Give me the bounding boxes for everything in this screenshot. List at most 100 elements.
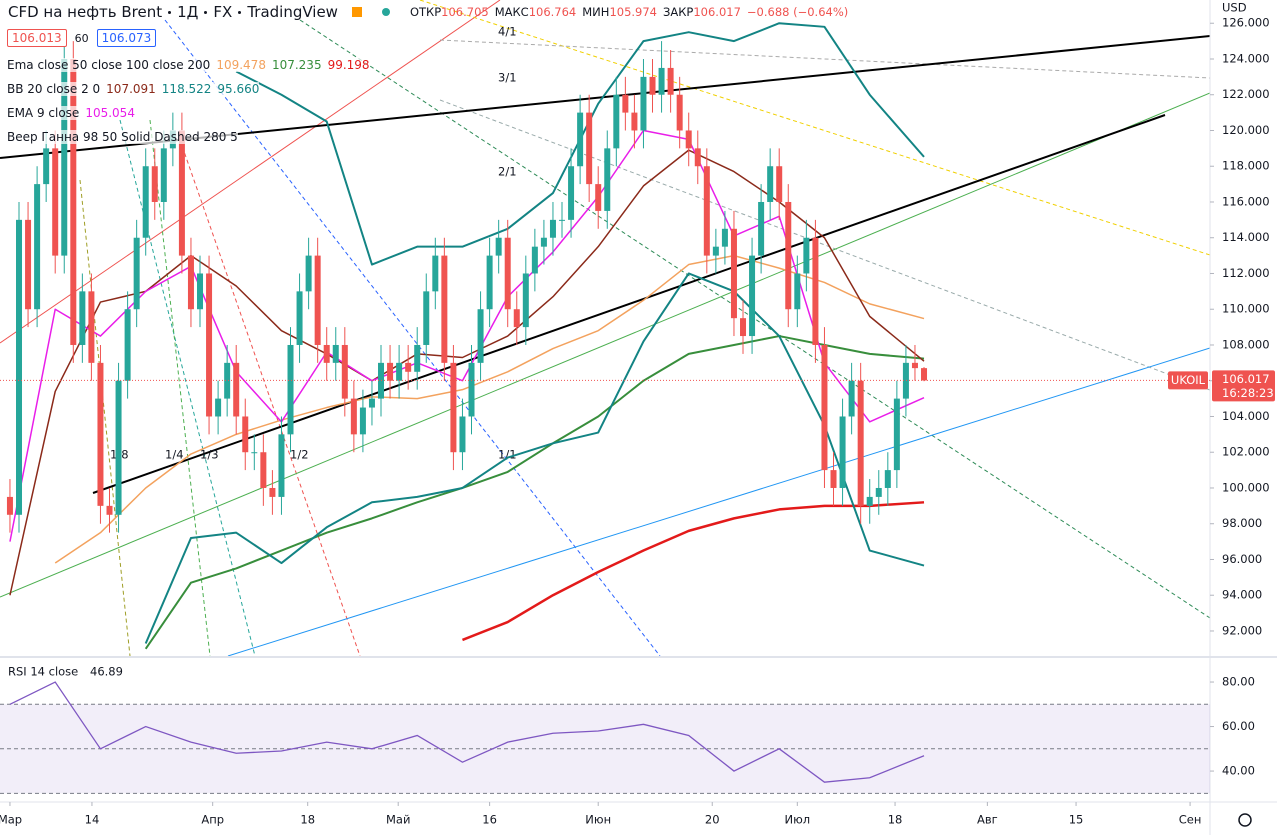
candle-body <box>640 76 647 131</box>
legend-row[interactable]: EMA 9 close 105.054 <box>7 106 135 120</box>
legend-row[interactable]: Веер Ганна 98 50 Solid Dashed 280 5 <box>7 130 238 144</box>
candle-body <box>857 380 864 506</box>
candle-body <box>685 130 692 149</box>
legend-text: Веер Ганна 98 50 Solid Dashed 280 5 <box>7 130 238 144</box>
gann-label: 1/2 <box>290 448 309 462</box>
candle-body <box>368 398 375 408</box>
gann-line <box>79 179 131 656</box>
y-tick-label: 104.000 <box>1222 409 1270 423</box>
x-tick-label: Июн <box>585 813 611 827</box>
candle-body <box>450 362 457 453</box>
candle-body <box>884 470 891 488</box>
plot <box>0 22 1210 650</box>
gann-label: 1/4 <box>165 448 184 462</box>
ohlc-value: 105.974 <box>609 5 657 19</box>
candle-body <box>830 470 837 488</box>
candle-body <box>622 94 629 113</box>
candle-body <box>812 237 819 345</box>
candle-body <box>694 148 701 167</box>
candle-body <box>667 67 674 95</box>
x-tick-label: 14 <box>85 813 100 827</box>
candle-body <box>43 148 50 185</box>
price-tag-label: 106.017 <box>1222 372 1270 386</box>
y-tick-label: 102.000 <box>1222 445 1270 459</box>
rsi-line <box>9 681 925 783</box>
candle-body <box>785 201 792 310</box>
candle-body <box>251 452 258 454</box>
candle-body <box>6 496 13 515</box>
candle-body <box>549 219 556 238</box>
y-tick-label: 120.000 <box>1222 123 1270 137</box>
candle-body <box>911 362 918 369</box>
legend-value: 118.522 <box>161 82 212 96</box>
x-tick-label: Мар <box>0 813 22 827</box>
legend-value: 109.478 <box>216 58 266 72</box>
y-tick-label: 124.000 <box>1222 51 1270 65</box>
candle-body <box>151 166 158 202</box>
settings-icon[interactable] <box>1238 813 1252 827</box>
candle-body <box>350 398 357 435</box>
legend-text: Ema close 50 close 100 close 200 <box>7 58 211 72</box>
candle-body <box>749 255 756 337</box>
candle-body <box>577 112 584 167</box>
y-tick-label: 98.000 <box>1222 516 1262 530</box>
ohlc-value: 106.017 <box>693 5 741 19</box>
candle-body <box>730 228 737 319</box>
candle-body <box>758 201 765 256</box>
candle-body <box>296 291 303 345</box>
candle-body <box>88 291 95 363</box>
candle-body <box>767 166 774 202</box>
candle-body <box>522 273 529 328</box>
candle-body <box>848 380 855 417</box>
candle-body <box>902 362 909 399</box>
candle-body <box>269 487 276 497</box>
candle-body <box>559 219 566 221</box>
header: CFD на нефть Brent 1Д FX TradingView ОТК… <box>8 2 848 22</box>
candle-body <box>595 184 602 211</box>
gann-line <box>164 19 661 656</box>
status-icon <box>381 8 390 16</box>
rsi-value: 46.89 <box>90 665 123 679</box>
legend-value: 107.235 <box>271 58 322 72</box>
ask[interactable]: 106.073 <box>96 29 157 47</box>
gann-label: 3/1 <box>498 71 517 85</box>
candle-body <box>893 398 900 471</box>
candle-body <box>97 362 104 506</box>
candle-body <box>586 112 593 185</box>
ohlc-key: ЗАКР <box>663 5 694 19</box>
candle-body <box>396 362 403 381</box>
x-tick-label: Сен <box>1179 813 1202 827</box>
candle-body <box>495 237 502 256</box>
candle-body <box>504 237 511 310</box>
candle-body <box>25 219 32 310</box>
candle-body <box>613 94 620 149</box>
candle-body <box>359 407 366 435</box>
legend-row[interactable]: BB 20 close 2 0 107.091 118.522 95.660 <box>7 82 260 96</box>
y-tick-label: 108.000 <box>1222 337 1270 351</box>
candle-body <box>115 380 122 515</box>
flag-icon[interactable] <box>351 7 362 17</box>
indicator-line <box>235 22 925 266</box>
gann-label: 1/1 <box>498 448 517 462</box>
candle-body <box>468 362 475 417</box>
candle-body <box>866 496 873 506</box>
x-tick-label: 18 <box>300 813 315 827</box>
gann-line <box>119 119 256 656</box>
exchange: FX <box>213 3 233 21</box>
legend-value: 107.091 <box>106 82 156 96</box>
candle-body <box>441 255 448 363</box>
candle-body <box>712 246 719 256</box>
candle-body <box>721 228 728 247</box>
brand: TradingView <box>247 3 338 21</box>
candle-body <box>260 452 267 488</box>
bid[interactable]: 106.013 <box>7 29 67 47</box>
gann-label: 1/3 <box>200 448 219 462</box>
candle-body <box>803 237 810 274</box>
rsi-title: RSI 14 close <box>8 665 78 679</box>
symbol-tag <box>1168 371 1208 390</box>
candle-body <box>278 434 285 497</box>
candle-body <box>160 148 167 202</box>
legend-row[interactable]: Ema close 50 close 100 close 200 109.478 1… <box>7 58 370 72</box>
candle-body <box>242 416 249 453</box>
